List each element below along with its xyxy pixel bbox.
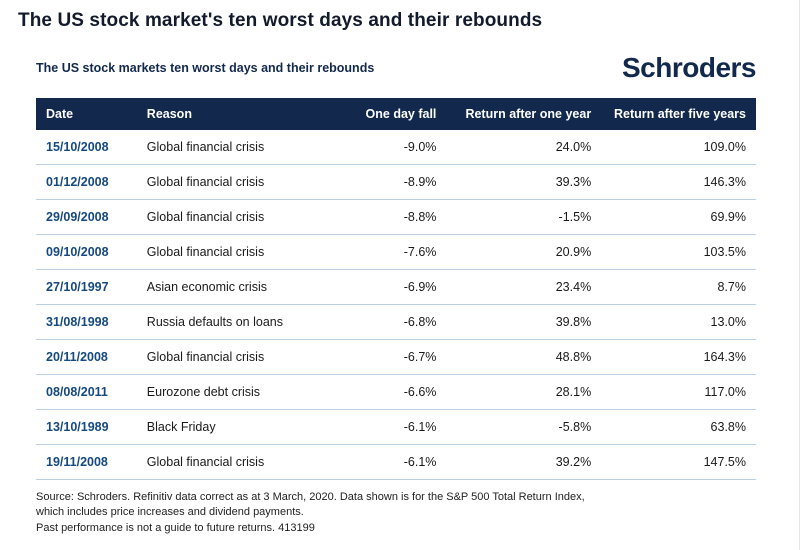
- page-title: The US stock market's ten worst days and…: [18, 10, 543, 31]
- return-one-year-cell: -1.5%: [446, 199, 602, 235]
- one-day-fall-cell: -8.9%: [316, 164, 447, 200]
- one-day-fall-cell: -8.8%: [316, 199, 447, 235]
- column-header: Reason: [146, 107, 192, 121]
- reason-cell: Global financial crisis: [136, 339, 317, 375]
- return-one-year-cell: 23.4%: [446, 269, 602, 305]
- return-five-years-cell: 69.9%: [601, 199, 756, 235]
- one-day-fall-cell: -6.1%: [316, 409, 447, 445]
- one-day-fall-cell: -6.1%: [316, 444, 447, 480]
- column-header: Return after five years: [613, 107, 746, 121]
- date-cell: 15/10/2008: [36, 130, 137, 165]
- chart-card: The US stock markets ten worst days and …: [36, 52, 757, 536]
- date-cell: 09/10/2008: [36, 234, 137, 270]
- reason-cell: Global financial crisis: [136, 234, 317, 270]
- reason-cell: Global financial crisis: [136, 130, 317, 165]
- card-header: The US stock markets ten worst days and …: [36, 52, 757, 83]
- return-five-years-cell: 109.0%: [601, 130, 756, 165]
- return-five-years-cell: 117.0%: [601, 374, 756, 410]
- date-cell: 29/09/2008: [36, 199, 137, 235]
- date-cell: 27/10/1997: [36, 269, 137, 305]
- source-note: Source: Schroders. Refinitiv data correc…: [36, 490, 756, 536]
- return-one-year-cell: 48.8%: [446, 339, 602, 375]
- one-day-fall-cell: -9.0%: [316, 130, 447, 165]
- source-line-2: which includes price increases and divid…: [36, 506, 304, 519]
- return-five-years-cell: 164.3%: [601, 339, 756, 375]
- one-day-fall-cell: -7.6%: [316, 234, 447, 270]
- return-one-year-cell: 39.8%: [446, 304, 602, 340]
- table-row: 27/10/1997 Asian economic crisis -6.9% 23.4…: [36, 269, 756, 305]
- table-header-row: Date Reason One day fall Return after one y…: [36, 98, 756, 130]
- one-day-fall-cell: -6.7%: [316, 339, 447, 375]
- chart-subtitle: The US stock markets ten worst days and …: [36, 61, 375, 75]
- worst-days-table: Date Reason One day fall Return after one y…: [36, 98, 756, 480]
- reason-cell: Russia defaults on loans: [136, 304, 317, 340]
- table-row: 13/10/1989 Black Friday -6.1% -5.8% 63.8%: [36, 409, 756, 445]
- one-day-fall-cell: -6.8%: [316, 304, 447, 340]
- date-cell: 01/12/2008: [36, 164, 137, 200]
- return-five-years-cell: 63.8%: [601, 409, 756, 445]
- schroders-logo: Schroders: [622, 52, 757, 83]
- reason-cell: Global financial crisis: [136, 199, 317, 235]
- return-one-year-cell: 39.2%: [446, 444, 602, 480]
- date-cell: 13/10/1989: [36, 409, 137, 445]
- source-line-1: Source: Schroders. Refinitiv data correc…: [36, 491, 585, 503]
- return-five-years-cell: 146.3%: [601, 164, 756, 200]
- table-row: 09/10/2008 Global financial crisis -7.6% 20…: [36, 234, 756, 270]
- source-line-3: Past performance is not a guide to futur…: [36, 521, 315, 534]
- table-row: 29/09/2008 Global financial crisis -8.8% -1…: [36, 199, 756, 235]
- return-five-years-cell: 147.5%: [601, 444, 756, 480]
- reason-cell: Global financial crisis: [136, 444, 317, 480]
- return-one-year-cell: 28.1%: [446, 374, 602, 410]
- return-one-year-cell: 20.9%: [446, 234, 602, 270]
- return-one-year-cell: -5.8%: [446, 409, 602, 445]
- column-header: One day fall: [365, 107, 437, 121]
- return-one-year-cell: 24.0%: [446, 130, 602, 165]
- column-header: Return after one year: [465, 107, 592, 121]
- date-cell: 19/11/2008: [36, 444, 137, 480]
- table-row: 19/11/2008 Global financial crisis -6.1% 39…: [36, 444, 756, 480]
- table-row: 01/12/2008 Global financial crisis -8.9% 39…: [36, 164, 756, 200]
- return-five-years-cell: 103.5%: [601, 234, 756, 270]
- return-five-years-cell: 8.7%: [601, 269, 756, 305]
- one-day-fall-cell: -6.6%: [316, 374, 447, 410]
- reason-cell: Asian economic crisis: [136, 269, 317, 305]
- table-row: 15/10/2008 Global financial crisis -9.0% 24…: [36, 130, 756, 165]
- column-header: Date: [46, 107, 74, 121]
- table-body: 15/10/2008 Global financial crisis -9.0% 24…: [36, 130, 756, 480]
- table-row: 20/11/2008 Global financial crisis -6.7% 48…: [36, 339, 756, 375]
- return-five-years-cell: 13.0%: [601, 304, 756, 340]
- date-cell: 31/08/1998: [36, 304, 137, 340]
- reason-cell: Eurozone debt crisis: [136, 374, 317, 410]
- reason-cell: Black Friday: [136, 409, 317, 445]
- return-one-year-cell: 39.3%: [446, 164, 602, 200]
- one-day-fall-cell: -6.9%: [316, 269, 447, 305]
- table-row: 31/08/1998 Russia defaults on loans -6.8% 3…: [36, 304, 756, 340]
- table-row: 08/08/2011 Eurozone debt crisis -6.6% 28.1%…: [36, 374, 756, 410]
- date-cell: 20/11/2008: [36, 339, 137, 375]
- date-cell: 08/08/2011: [36, 374, 137, 410]
- reason-cell: Global financial crisis: [136, 164, 317, 200]
